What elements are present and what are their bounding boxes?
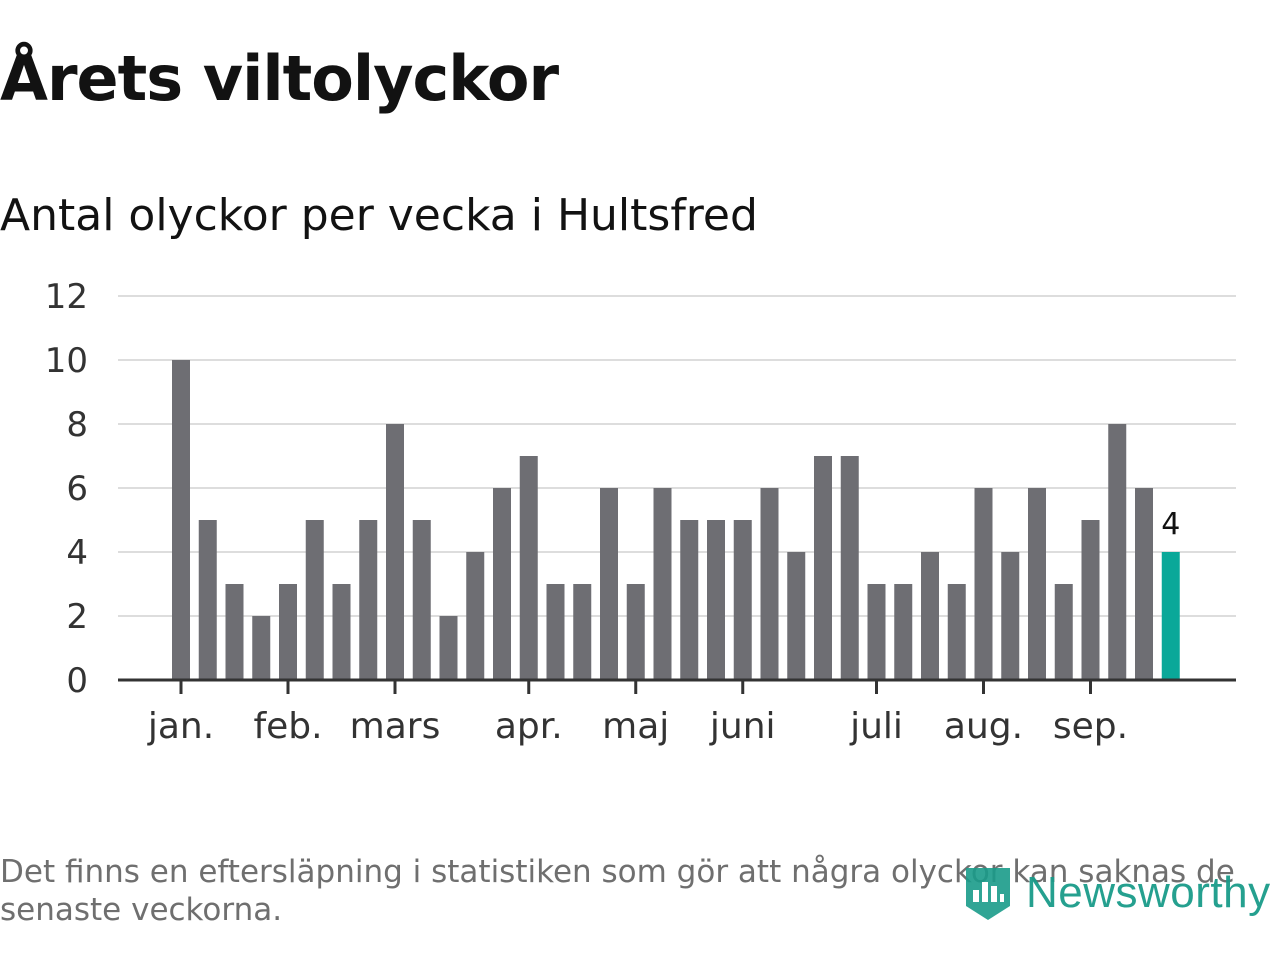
y-tick-label: 12 xyxy=(45,277,88,317)
y-tick-label: 6 xyxy=(66,469,88,509)
bar xyxy=(252,616,271,680)
bar xyxy=(172,360,190,680)
bar xyxy=(1001,552,1020,680)
grid-lines xyxy=(118,295,1236,617)
bar xyxy=(600,488,618,680)
bar xyxy=(1054,584,1073,680)
x-tick-label: sep. xyxy=(1053,706,1128,747)
x-tick-label: mars xyxy=(350,706,441,747)
bar xyxy=(1135,488,1153,680)
y-axis-ticks: 0 2 4 6 8 10 12 xyxy=(45,277,88,701)
x-axis-ticks: jan. feb. mars apr. maj juni juli aug. sep. xyxy=(147,680,1128,747)
bar xyxy=(412,520,431,680)
bar xyxy=(573,584,592,680)
bar xyxy=(814,456,832,680)
x-tick-label: apr. xyxy=(495,706,563,747)
bar xyxy=(439,616,458,680)
y-tick-label: 10 xyxy=(45,341,88,381)
bar xyxy=(279,584,297,680)
bar xyxy=(840,456,859,680)
bar xyxy=(974,488,993,680)
bar xyxy=(947,584,966,680)
bar xyxy=(1081,520,1100,680)
bar xyxy=(680,520,699,680)
bars xyxy=(172,360,1180,680)
bar xyxy=(1108,424,1127,680)
bar xyxy=(626,584,645,680)
brand-name: Newsworthy xyxy=(1026,868,1271,917)
bar-highlight xyxy=(1161,552,1180,680)
bar xyxy=(546,584,565,680)
bar xyxy=(787,552,806,680)
bar-chart: 0 2 4 6 8 10 12 jan. feb. mars apr. maj juni juli aug… xyxy=(45,277,1236,747)
x-tick-label: aug. xyxy=(944,706,1023,747)
bar xyxy=(1028,488,1046,680)
bar xyxy=(466,552,485,680)
bar xyxy=(921,552,939,680)
bar xyxy=(386,424,404,680)
bar xyxy=(359,520,378,680)
x-tick-label: feb. xyxy=(253,706,322,747)
chart-title: Årets viltolyckor xyxy=(0,42,559,115)
bar xyxy=(493,488,511,680)
x-tick-label: juli xyxy=(849,706,903,747)
data-label: 4 xyxy=(1161,507,1180,542)
chart-subtitle: Antal olyckor per vecka i Hultsfred xyxy=(0,190,758,241)
bar xyxy=(225,584,244,680)
footnote: Det finns en eftersläpning i statistiken… xyxy=(0,854,1235,928)
y-tick-label: 0 xyxy=(66,661,88,701)
y-tick-label: 4 xyxy=(66,533,88,573)
bar xyxy=(867,584,886,680)
newsworthy-logo-icon xyxy=(966,868,1010,920)
bar xyxy=(198,520,217,680)
x-tick-label: jan. xyxy=(147,706,214,747)
data-labels: 4 xyxy=(1161,507,1180,542)
bar xyxy=(332,584,351,680)
bar xyxy=(760,488,779,680)
y-tick-label: 8 xyxy=(66,405,88,445)
bar xyxy=(733,520,752,680)
brand-logo: Newsworthy xyxy=(962,858,1280,928)
bar xyxy=(653,488,672,680)
bar xyxy=(305,520,324,680)
bar xyxy=(894,584,913,680)
bar xyxy=(707,520,725,680)
y-tick-label: 2 xyxy=(66,597,88,637)
x-tick-label: maj xyxy=(602,706,669,747)
x-tick-label: juni xyxy=(709,706,776,747)
bar xyxy=(519,456,538,680)
